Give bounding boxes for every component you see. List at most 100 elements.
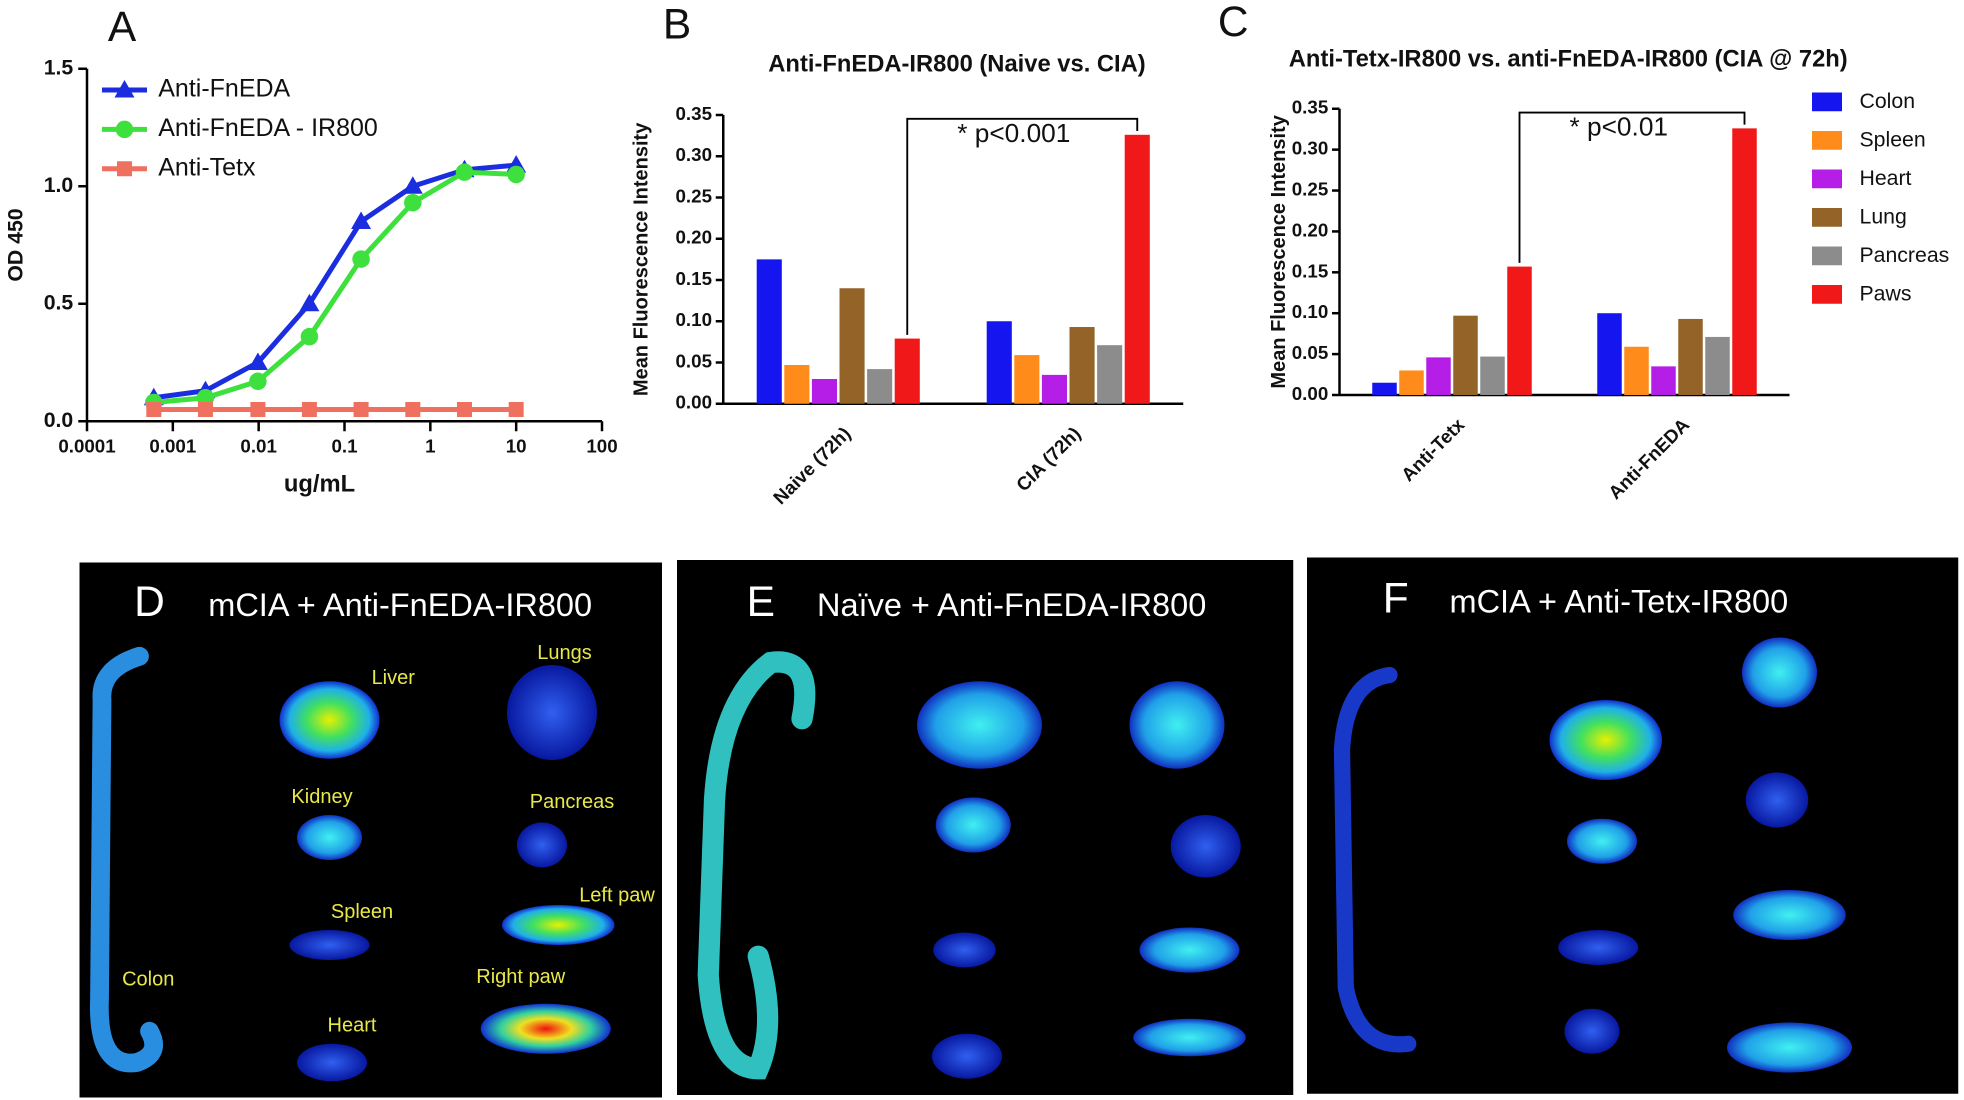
significance-bracket [1518,111,1746,263]
marker [197,402,213,417]
image-panels [79,557,1959,1098]
x-tick-label: Naive (72h) [769,423,855,509]
series-line [153,169,517,405]
y-tick-label: 0.10 [1292,301,1329,322]
organ-label: Pancreas [530,791,615,813]
y-tick-label: 0.20 [676,227,713,248]
bar [1678,318,1703,395]
bar [1041,374,1067,404]
image-title: mCIA + Anti-Tetx-IR800 [1450,583,1789,619]
y-tick-label: 0.00 [676,392,713,413]
legend-swatch [1812,246,1842,266]
image-panel-label: E [747,579,775,626]
bar [1597,313,1622,395]
y-tick-label: 0.05 [1292,342,1329,363]
bar [986,321,1012,404]
organ-signal [697,651,816,1080]
bar [1480,356,1505,395]
bar [1097,345,1123,404]
marker [352,250,370,268]
marker [508,402,524,417]
y-tick-label: 0.25 [1292,178,1329,199]
organ-signal [917,681,1042,769]
legend-label: Anti-FnEDA - IR800 [158,114,378,142]
marker [300,327,319,346]
y-tick-label: 0.30 [1292,138,1329,159]
legend-swatch [1812,208,1842,227]
y-axis-label: Mean Fluorescence Intensity [630,122,652,396]
organ-signal [517,822,567,868]
y-tick-label: 0.10 [676,309,713,330]
bar [1705,336,1730,395]
organ-label: Spleen [331,901,393,923]
bar [1399,370,1424,395]
y-tick-label: 0.00 [1292,383,1329,404]
legend-swatch [1812,92,1842,112]
organ-signal [1170,815,1241,878]
marker [405,402,421,417]
x-tick-label: CIA (72h) [1012,423,1085,496]
organ-signal [507,665,597,760]
x-tick-label: Anti-Tetx [1397,414,1469,486]
legend-swatch [1812,285,1842,304]
organ-signal [935,797,1011,853]
y-tick-label: 0.15 [676,268,713,289]
organ-signal [1333,666,1417,1053]
legend-label: Anti-Tetx [158,153,256,181]
marker [299,293,320,312]
significance-bracket [906,117,1139,335]
marker [507,165,525,184]
y-axis-label: Mean Fluorescence Intensity [1268,114,1290,388]
image-panel-label: F [1383,575,1409,622]
image-background [1307,557,1959,1094]
bar [1069,327,1095,404]
y-tick-label: 0.35 [1292,97,1329,118]
panel-label: B [663,2,691,49]
marker [250,402,266,417]
y-tick-label: 0.30 [676,144,713,165]
x-tick-label: 10 [506,435,527,456]
organ-signal [933,932,996,968]
y-tick-label: 0.5 [44,290,74,314]
bar [784,364,810,404]
organ-signal [1139,927,1240,973]
bar [894,338,920,404]
image-title: Naïve + Anti-FnEDA-IR800 [817,587,1206,623]
series-line [153,162,517,401]
legend-label: Paws [1860,282,1912,306]
organ-signal [1733,890,1846,940]
organ-label: Right paw [476,966,565,988]
marker [402,176,423,194]
x-tick-label: 0.01 [240,435,277,456]
organ-signal [297,1043,367,1082]
image-panel-label: D [134,579,165,626]
marker [456,402,472,417]
organ-label: Kidney [291,786,352,808]
x-tick-label: 0.1 [331,435,357,456]
x-tick-label: 100 [586,435,617,456]
organ-signal [1129,681,1225,769]
legend-label: Colon [1860,89,1916,113]
organ-signal [502,905,615,945]
bar [1014,355,1040,404]
bar [1372,382,1397,395]
marker [455,163,474,181]
image-title: mCIA + Anti-FnEDA-IR800 [208,587,592,623]
organ-label: Colon [122,968,174,990]
panel-label: A [108,4,137,51]
legend-marker [115,120,134,139]
legend-label: Heart [1860,166,1912,190]
organ-signal [279,681,380,759]
bar [1732,128,1757,395]
annotation: * p<0.001 [957,118,1070,148]
bar [1124,134,1150,404]
y-tick-label: 0.05 [676,350,713,371]
organ-signal [932,1033,1002,1079]
y-axis-label: OD 450 [4,208,28,281]
legend-marker [114,80,135,98]
organ-signal [480,1003,611,1054]
legend-label: Pancreas [1860,243,1950,267]
organ-signal [289,930,370,960]
chart-title: Anti-Tetx-IR800 vs. anti-FnEDA-IR800 (CI… [1289,45,1848,72]
